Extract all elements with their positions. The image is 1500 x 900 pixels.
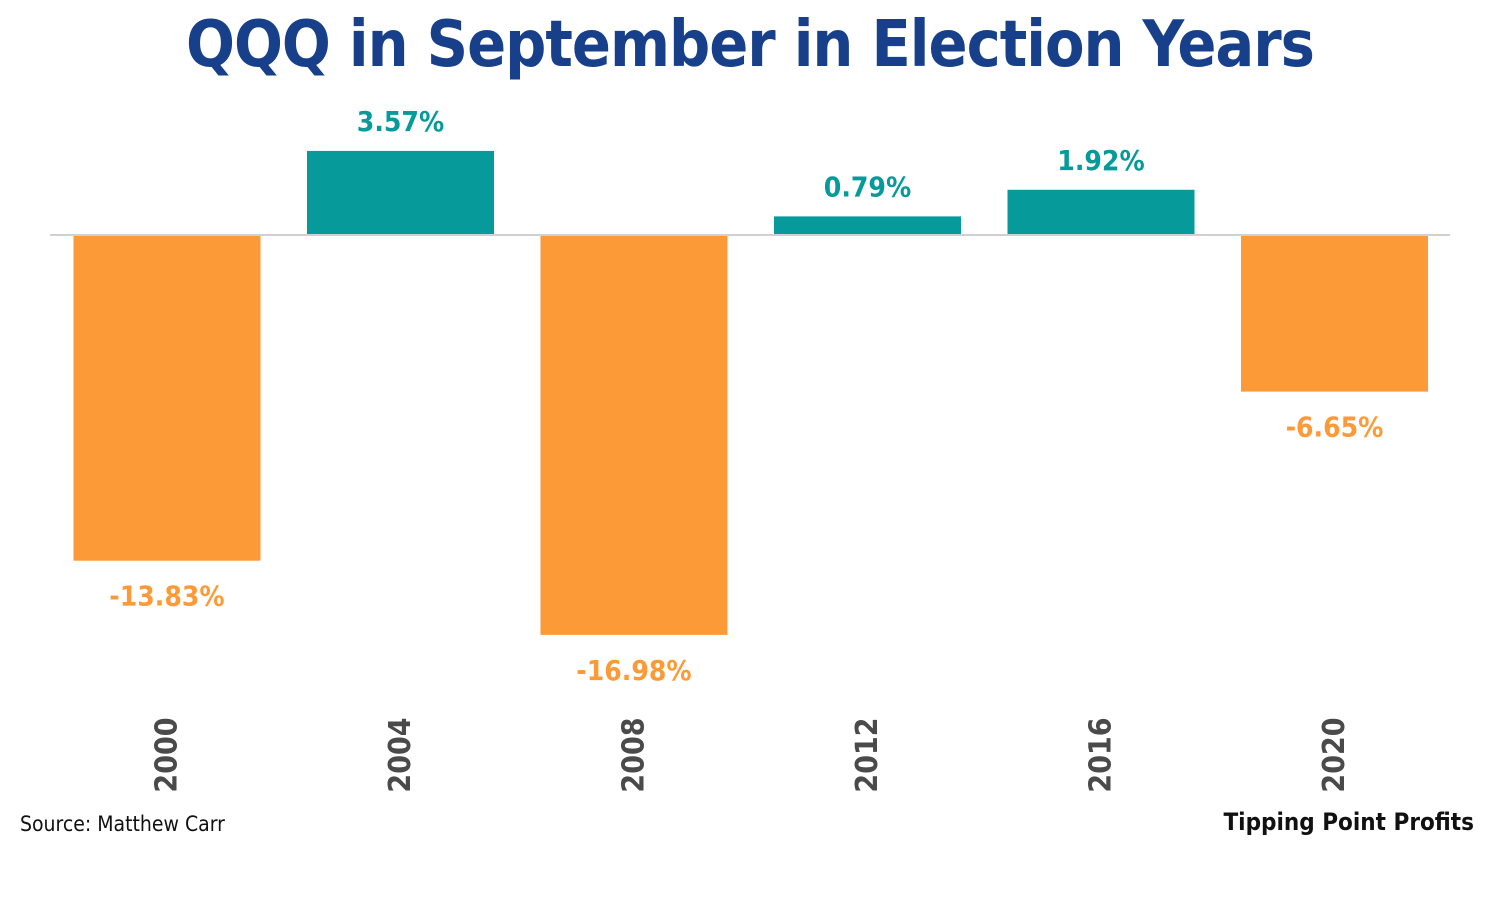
- bar-2016: [1007, 189, 1195, 235]
- x-tick-2004: 2004: [383, 717, 418, 792]
- x-tick-2008: 2008: [617, 717, 652, 792]
- data-label-2016: 1.92%: [1057, 144, 1144, 177]
- data-label-2020: -6.65%: [1286, 411, 1384, 444]
- bars-layer: [73, 150, 1428, 635]
- x-tick-2012: 2012: [850, 717, 885, 792]
- data-label-2004: 3.57%: [357, 105, 444, 138]
- x-tick-2020: 2020: [1317, 717, 1352, 792]
- source-note: Source: Matthew Carr: [20, 812, 225, 836]
- chart-title: QQQ in September in Election Years: [186, 8, 1315, 82]
- x-tick-labels-layer: 2000 2004 2008 2012 2016 2020: [150, 717, 1353, 792]
- data-labels-layer: -13.83% 3.57% -16.98% 0.79% 1.92% -6.65%: [109, 105, 1383, 687]
- data-label-2000: -13.83%: [109, 580, 224, 613]
- data-label-2012: 0.79%: [824, 170, 911, 203]
- data-label-2008: -16.98%: [576, 654, 691, 687]
- bar-2020: [1241, 235, 1428, 392]
- x-tick-2016: 2016: [1084, 717, 1119, 792]
- x-tick-2000: 2000: [150, 717, 185, 792]
- brand-note: Tipping Point Profits: [1223, 808, 1474, 836]
- bar-2012: [774, 216, 961, 235]
- bar-2000: [73, 235, 261, 561]
- bar-2004: [307, 150, 494, 235]
- bar-2008: [540, 235, 728, 635]
